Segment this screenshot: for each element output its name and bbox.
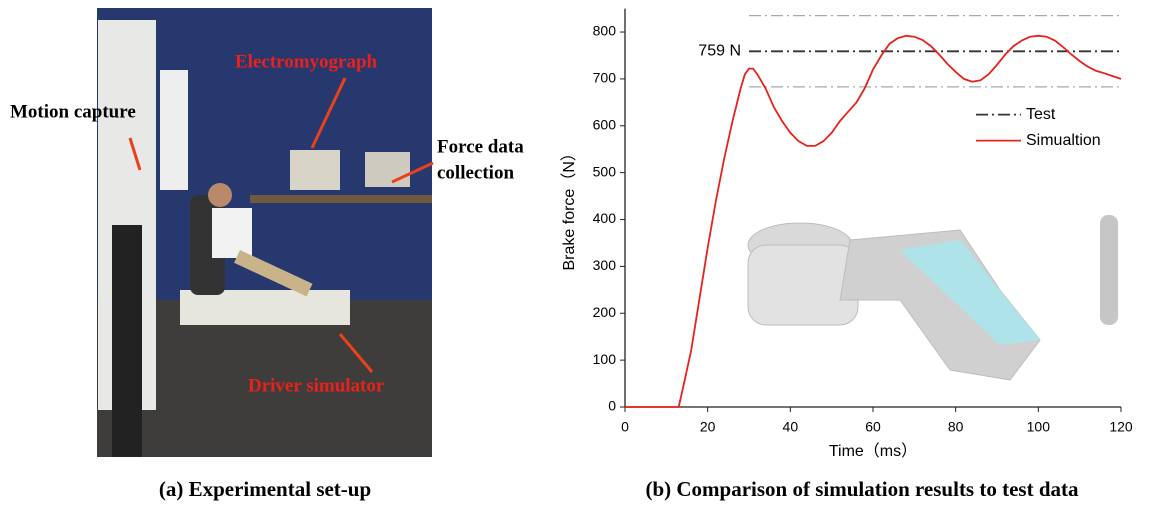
photo-label: Electromyograph: [235, 51, 378, 72]
photo-label: Driver simulator: [248, 375, 385, 396]
photo-person: [234, 250, 313, 297]
photo: [97, 8, 434, 457]
photo-person: [212, 208, 252, 258]
arrow: [128, 137, 142, 171]
photo-label: Motion capture: [10, 101, 136, 122]
x-tick-label: 80: [948, 419, 964, 435]
chart: 0 100 200 300 400 500 600 700 800 0 20 40 60 80 100 120…: [560, 8, 1133, 460]
caption: (b) Comparison of simulation results to …: [645, 477, 1079, 501]
annotation: 759 N: [698, 42, 741, 59]
x-tick-label: 40: [783, 419, 799, 435]
photo-platform: [180, 290, 350, 325]
legend-label: Simualtion: [1026, 132, 1101, 149]
x-axis-label: Time（ms）: [829, 442, 917, 460]
y-tick-label: 600: [593, 116, 617, 132]
x-tick-label: 120: [1109, 419, 1133, 435]
arrow: [391, 161, 434, 184]
x-tick-label: 60: [865, 419, 881, 435]
x-tick-label: 20: [700, 419, 716, 435]
y-tick-label: 300: [593, 257, 617, 273]
y-tick-label: 700: [593, 70, 617, 86]
arrow: [338, 333, 374, 373]
y-tick-label: 0: [608, 398, 616, 414]
photo-paper: [160, 70, 188, 190]
y-tick-label: 100: [593, 351, 617, 367]
y-tick-label: 400: [593, 210, 617, 226]
y-tick-label: 800: [593, 23, 617, 39]
x-tick-label: 0: [621, 419, 629, 435]
x-tick-label: 100: [1027, 419, 1051, 435]
photo-person: [208, 183, 232, 207]
photo-label: Force data: [437, 136, 524, 157]
y-tick-label: 200: [593, 304, 617, 320]
series-line: [625, 34, 1122, 408]
legend-label: Test: [1026, 106, 1056, 123]
y-tick-label: 500: [593, 163, 617, 179]
caption: (a) Experimental set-up: [159, 477, 371, 501]
arrow: [310, 77, 347, 149]
photo-device: [290, 150, 340, 190]
photo-device: [365, 152, 410, 187]
photo-label: collection: [437, 162, 514, 183]
y-axis-label: Brake force（N）: [560, 145, 578, 270]
photo-desk: [250, 195, 432, 203]
leg-model: [747, 215, 1118, 381]
photo-tripod: [112, 225, 142, 457]
